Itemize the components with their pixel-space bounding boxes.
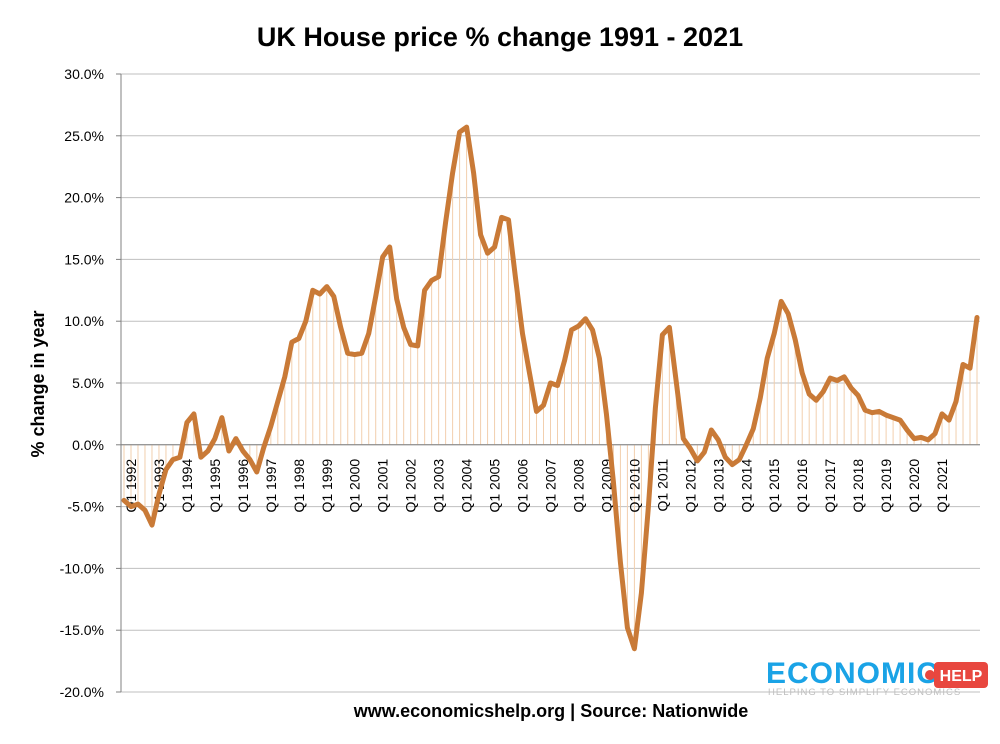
y-axis-label: % change in year (28, 310, 48, 457)
y-tick-label-0: 30.0% (64, 66, 104, 82)
y-tick-label-2: 20.0% (64, 190, 104, 206)
logo-badge-dot (925, 670, 935, 680)
x-tick-label-4: Q1 1996 (235, 459, 251, 513)
series-line (121, 124, 980, 652)
x-tick-label-27: Q1 2019 (878, 459, 894, 513)
drop-lines (123, 127, 978, 649)
y-tick-label-10: -20.0% (60, 684, 104, 700)
x-tick-label-26: Q1 2018 (850, 459, 866, 513)
y-tick-label-7: -5.0% (67, 499, 104, 515)
chart-title: UK House price % change 1991 - 2021 (257, 22, 743, 52)
x-tick-label-20: Q1 2012 (682, 459, 698, 513)
x-tick-label-5: Q1 1997 (263, 459, 279, 513)
y-tick-label-1: 25.0% (64, 128, 104, 144)
x-tick-label-28: Q1 2020 (906, 459, 922, 513)
x-tick-label-6: Q1 1998 (291, 459, 307, 513)
x-tick-label-3: Q1 1995 (207, 459, 223, 513)
y-tick-label-3: 15.0% (64, 251, 104, 267)
x-tick-labels: Q1 1992 Q1 1993 Q1 1994 Q1 1995 Q1 1996 Q1 19… (123, 459, 950, 513)
x-tick-label-8: Q1 2000 (347, 459, 363, 513)
y-tick-label-6: 0.0% (72, 437, 104, 453)
x-tick-label-13: Q1 2005 (487, 459, 503, 513)
x-tick-label-23: Q1 2015 (766, 459, 782, 513)
x-tick-label-15: Q1 2007 (543, 459, 559, 513)
x-tick-label-22: Q1 2014 (738, 459, 754, 513)
x-tick-label-19: Q1 2011 (654, 459, 670, 512)
x-tick-label-21: Q1 2013 (710, 459, 726, 513)
y-tick-label-9: -15.0% (60, 622, 104, 638)
y-tick-label-8: -10.0% (60, 560, 104, 576)
x-tick-label-9: Q1 2001 (375, 459, 391, 513)
x-tick-label-14: Q1 2006 (515, 459, 531, 513)
y-tick-labels: 30.0% 25.0% 20.0% 15.0% 10.0% 5.0% 0.0% -5.0% -1… (60, 66, 104, 700)
x-tick-label-18: Q1 2010 (626, 459, 642, 513)
logo-badge (934, 662, 988, 688)
economics-help-logo: ECONOMICS HELP HELPING TO SIMPLIFY ECONO… (766, 657, 988, 698)
x-tick-label-12: Q1 2004 (459, 459, 475, 513)
logo-badge-text: HELP (940, 668, 983, 685)
series-group (121, 124, 980, 652)
y-tick-label-4: 10.0% (64, 313, 104, 329)
x-tick-label-24: Q1 2016 (794, 459, 810, 513)
x-tick-label-7: Q1 1999 (319, 459, 335, 513)
x-tick-label-29: Q1 2021 (934, 459, 950, 513)
x-tick-label-16: Q1 2008 (570, 459, 586, 513)
source-caption: www.economicshelp.org | Source: Nationwi… (353, 701, 748, 721)
x-tick-label-25: Q1 2017 (822, 459, 838, 513)
x-tick-label-0: Q1 1992 (123, 459, 139, 513)
x-tick-label-2: Q1 1994 (179, 459, 195, 513)
logo-tagline: HELPING TO SIMPLIFY ECONOMICS (768, 687, 961, 698)
y-tick-label-5: 5.0% (72, 375, 104, 391)
x-tick-label-11: Q1 2003 (431, 459, 447, 513)
x-tick-label-10: Q1 2002 (403, 459, 419, 513)
